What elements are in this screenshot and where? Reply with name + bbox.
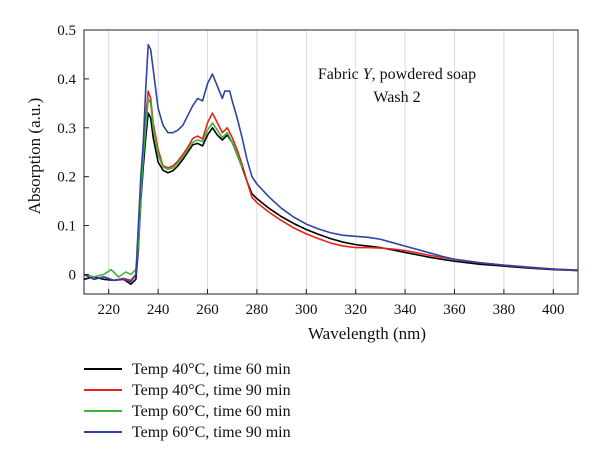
x-tick-label: 300 [295,302,318,318]
y-tick-label: 0.4 [57,72,76,88]
legend-label-1: Temp 40°C, time 60 min [132,361,291,378]
x-tick-label: 320 [344,302,367,318]
x-tick-label: 360 [443,302,466,318]
y-tick-label: 0.1 [57,219,76,235]
y-tick-label: 0.5 [57,23,76,39]
x-axis-title: Wavelength (nm) [308,324,426,343]
x-tick-label: 400 [542,302,565,318]
y-tick-label: 0 [69,267,77,283]
x-tick-label: 380 [493,302,516,318]
annotation-prefix: Fabric [318,66,363,83]
x-tick-label: 260 [196,302,219,318]
annotation-italic: Y [363,66,374,83]
y-axis-title: Absorption (a.u.) [25,98,44,215]
y-axis-ticks: 0 0.1 0.2 0.3 0.4 0.5 [57,23,89,283]
annotation-line-1: Fabric Y, powdered soap [318,66,476,83]
legend-label-3: Temp 60°C, time 60 min [132,403,291,420]
x-tick-label: 220 [97,302,120,318]
y-tick-label: 0.3 [57,121,76,137]
y-tick-label: 0.2 [57,170,76,186]
x-axis-ticks: 220 240 260 280 300 320 340 360 380 400 [97,289,565,318]
legend-label-4: Temp 60°C, time 90 min [132,424,291,441]
annotation-line-2: Wash 2 [373,89,420,106]
series-lines [83,43,579,286]
vertical-gridlines [108,30,554,294]
legend-label-2: Temp 40°C, time 90 min [132,382,291,399]
x-tick-label: 240 [147,302,170,318]
x-tick-label: 280 [246,302,269,318]
legend: Temp 40°C, time 60 min Temp 40°C, time 90… [84,361,291,441]
x-tick-label: 340 [394,302,417,318]
series-line-3 [83,97,243,278]
plot-frame [83,29,579,295]
annotation-suffix: , powdered soap [372,66,476,83]
series-line-4 [83,43,579,283]
